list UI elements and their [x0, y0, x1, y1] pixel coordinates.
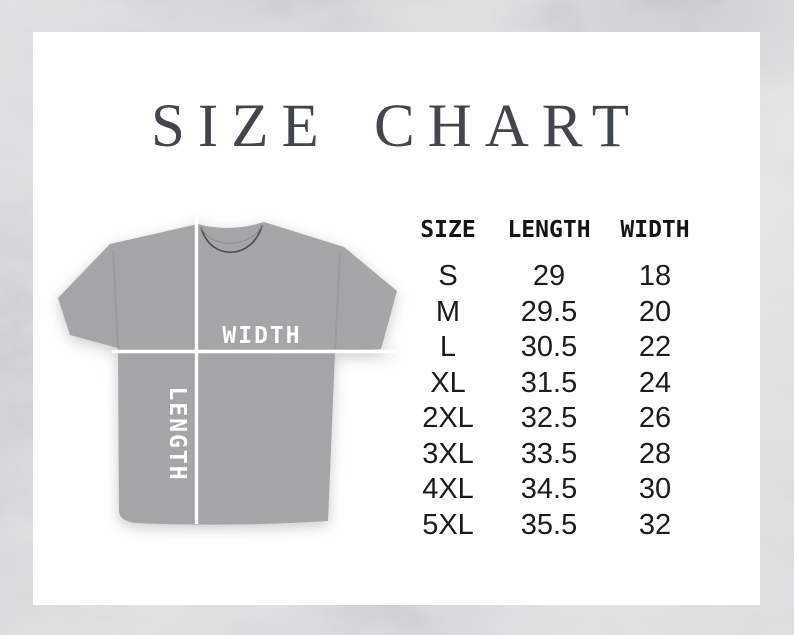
size-table-header: SIZE LENGTH WIDTH [403, 212, 705, 248]
cell-size: 5XL [422, 508, 474, 541]
cell-size: 3XL [422, 437, 474, 470]
size-table-body: S 29 18 M 29.5 20 L 30.5 22 XL 31.5 [403, 259, 705, 543]
tshirt-body [58, 222, 397, 525]
table-row: 4XL 34.5 30 [403, 472, 705, 508]
header-width: WIDTH [620, 217, 690, 243]
table-row: L 30.5 22 [403, 330, 705, 366]
cell-length: 30.5 [520, 331, 578, 363]
cell-width: 26 [638, 402, 672, 434]
collar-ribbing [200, 224, 263, 244]
cell-size: M [435, 295, 461, 328]
cell-length: 29 [532, 260, 566, 292]
cell-width: 30 [638, 473, 672, 505]
cell-width: 18 [638, 260, 672, 292]
table-row: 3XL 33.5 28 [403, 437, 705, 473]
cell-size: XL [430, 366, 466, 399]
length-measure-label: LENGTH [164, 386, 190, 481]
header-length: LENGTH [507, 217, 591, 243]
cell-width: 22 [638, 331, 672, 363]
cell-length: 35.5 [520, 508, 578, 541]
table-row: 2XL 32.5 26 [403, 401, 705, 437]
cell-size: 2XL [422, 402, 474, 434]
cell-width: 24 [638, 366, 672, 399]
tshirt-graphic: WIDTH LENGTH [58, 216, 397, 525]
cell-length: 34.5 [520, 473, 578, 505]
cell-length: 32.5 [520, 402, 578, 434]
table-row: XL 31.5 24 [403, 366, 705, 402]
collar-outline [200, 224, 263, 253]
table-row: S 29 18 [403, 259, 705, 295]
size-table: SIZE LENGTH WIDTH S 29 18 M 29.5 20 L 30… [403, 212, 705, 543]
cell-width: 32 [638, 508, 672, 541]
cell-width: 28 [638, 437, 672, 470]
header-size: SIZE [420, 217, 476, 243]
cell-length: 29.5 [520, 295, 578, 328]
content-card: SIZE CHART [33, 32, 760, 605]
page-title: SIZE CHART [150, 93, 643, 160]
cell-length: 31.5 [520, 366, 578, 399]
cell-size: S [438, 260, 458, 292]
cell-length: 33.5 [520, 437, 578, 470]
cell-width: 20 [638, 295, 672, 328]
table-row: 5XL 35.5 32 [403, 508, 705, 544]
width-measure-label: WIDTH [222, 323, 301, 349]
cell-size: 4XL [422, 473, 474, 505]
table-row: M 29.5 20 [403, 295, 705, 331]
cell-size: L [439, 331, 457, 363]
